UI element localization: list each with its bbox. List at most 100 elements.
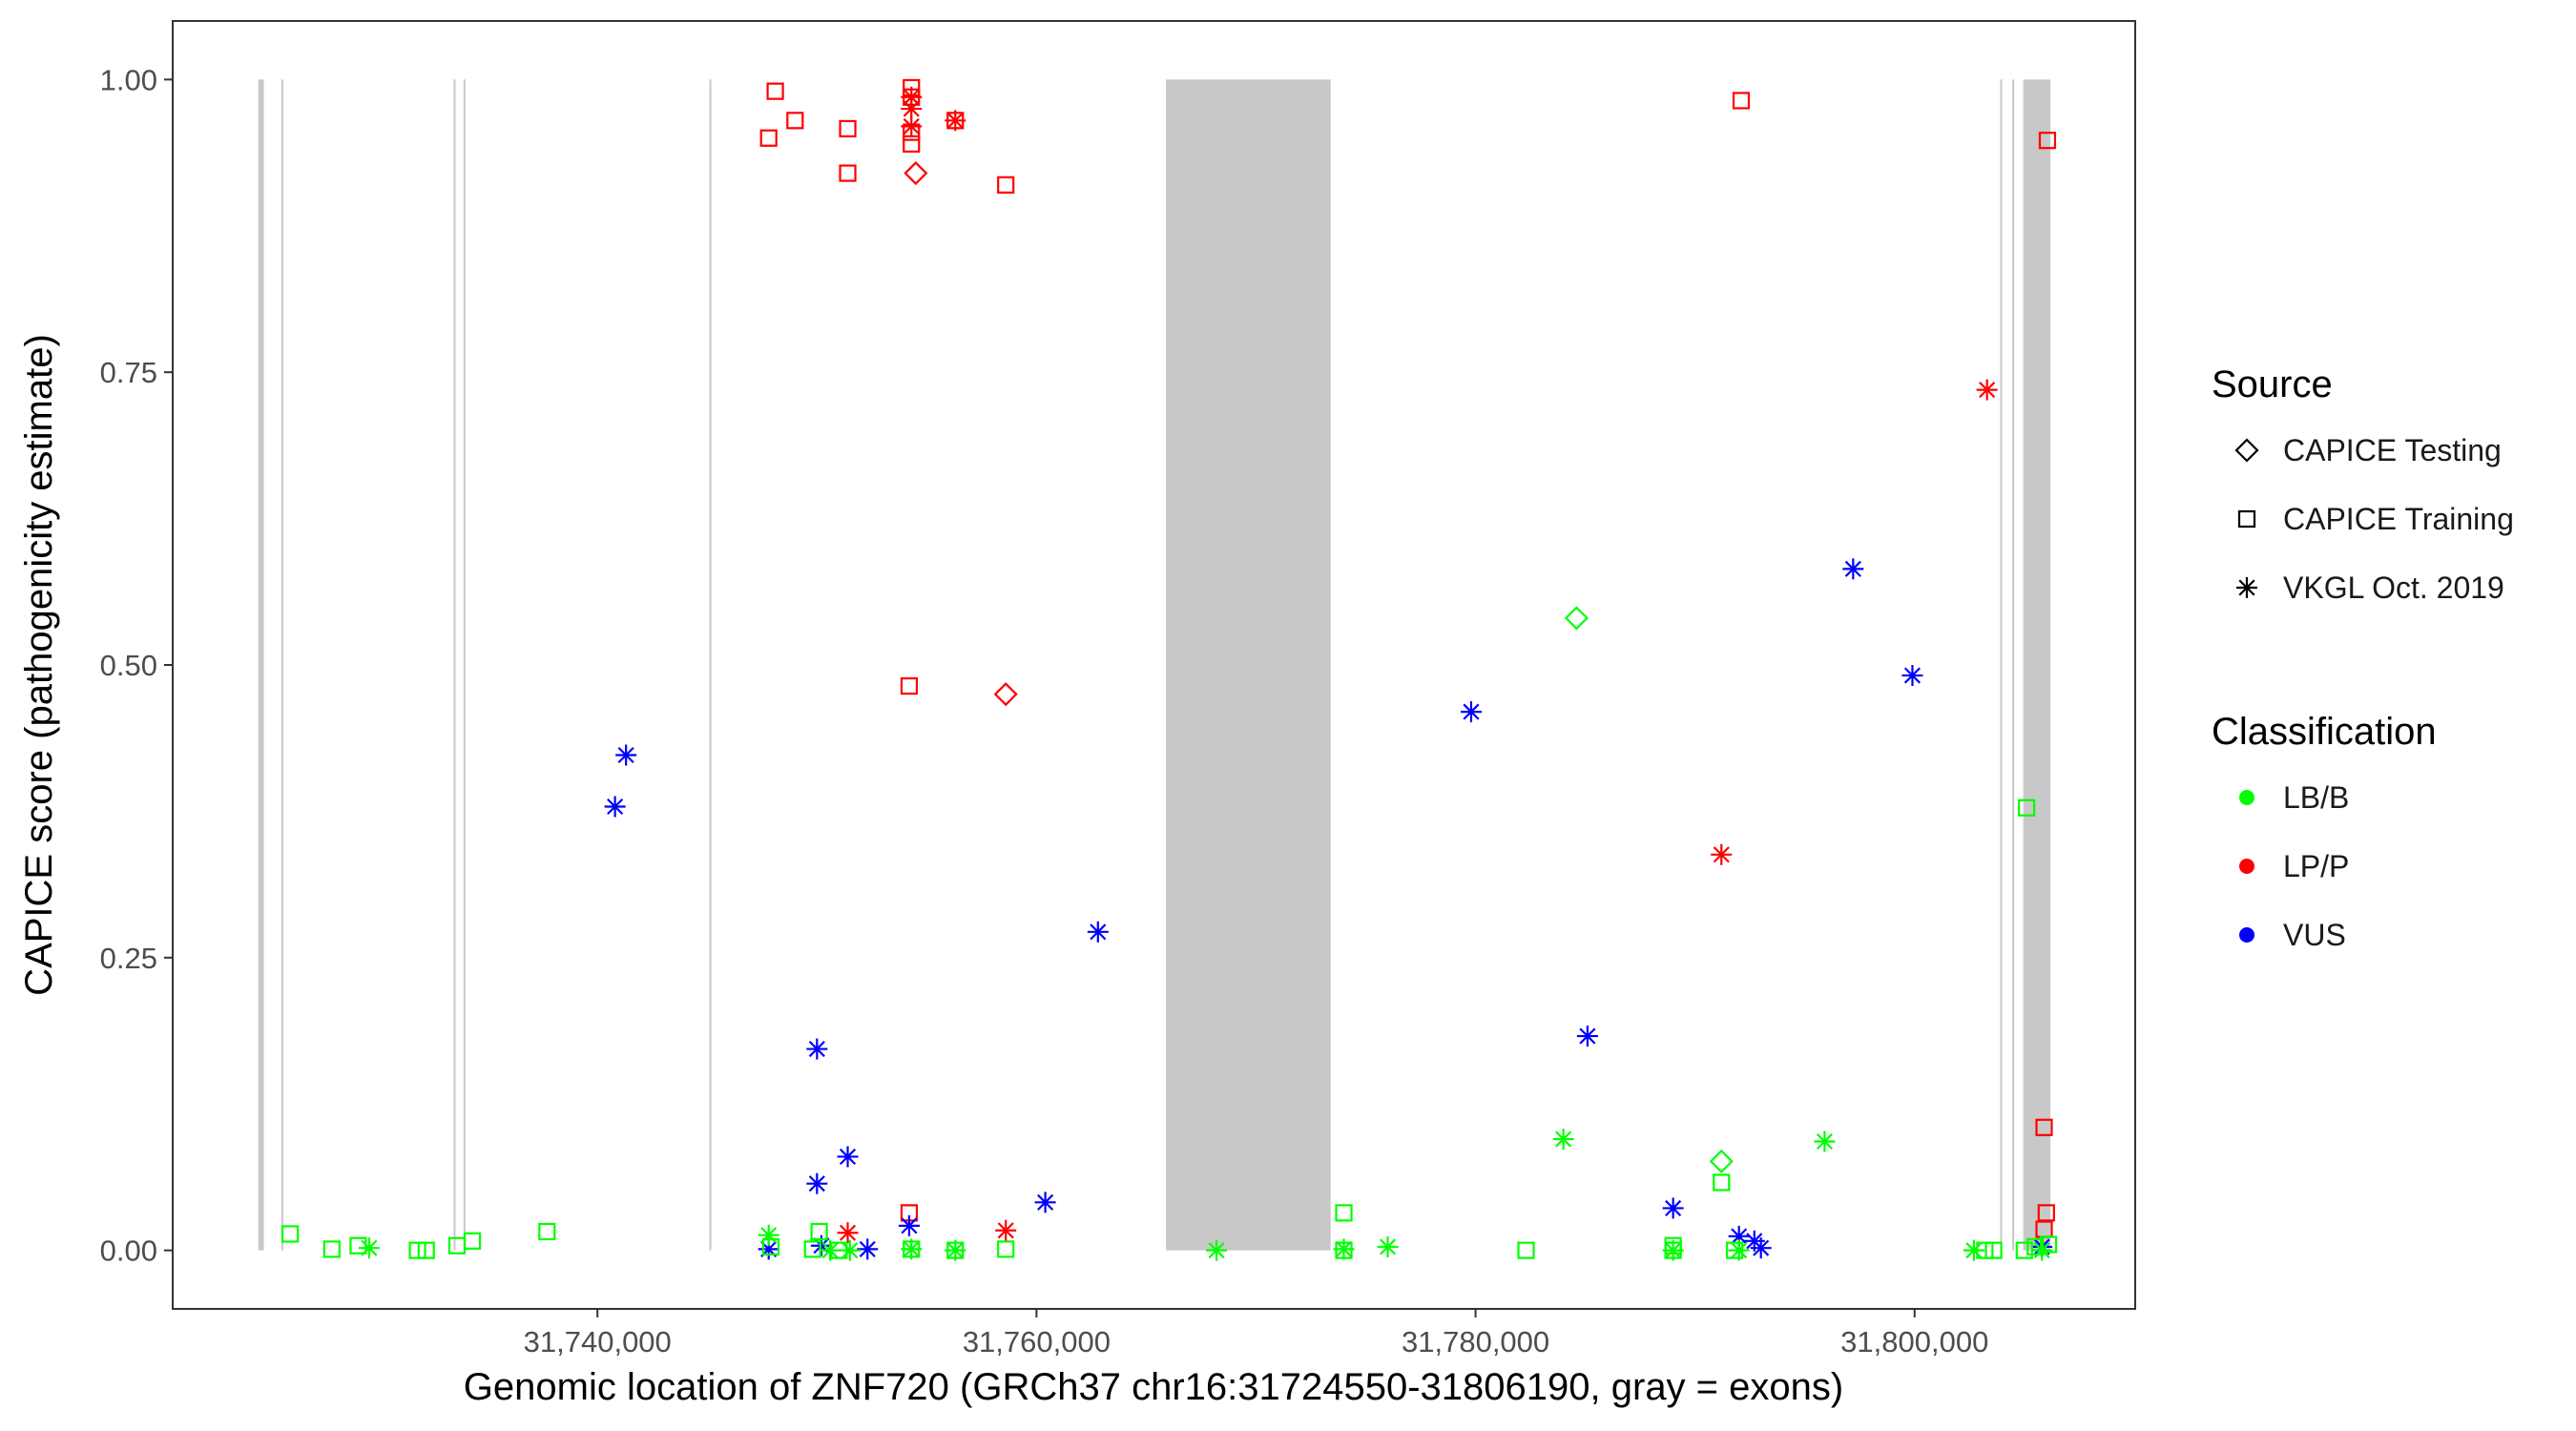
y-tick-label: 0.75 (100, 356, 157, 389)
data-point-training (946, 112, 965, 130)
data-point-vkgl-stroke (617, 746, 634, 764)
data-point-vkgl-stroke (1579, 1027, 1596, 1045)
data-point-vkgl (615, 744, 637, 766)
exon-band (2023, 79, 2051, 1251)
data-point-vkgl (1814, 1130, 1836, 1152)
data-point-vkgl-stroke (808, 1175, 825, 1192)
data-point-vkgl (1087, 921, 1109, 943)
legend-key-dot-dot (2239, 859, 2254, 874)
data-point-training (408, 1241, 426, 1259)
data-point-training-square (2038, 132, 2057, 150)
data-point-training (997, 176, 1015, 194)
data-point-training-square (1976, 1241, 1994, 1259)
legend-key-asterisk (2236, 577, 2257, 598)
data-point-training-square (839, 164, 857, 182)
data-point-training (417, 1241, 435, 1259)
data-point-vkgl-stroke (1903, 667, 1922, 684)
x-tick-label: 31,780,000 (1402, 1325, 1549, 1358)
data-point-vkgl (820, 1239, 841, 1261)
data-point-training-square (1732, 92, 1751, 110)
data-point-testing-diamond (904, 160, 928, 186)
data-point-training-square (997, 176, 1015, 194)
legend-class-label: VUS (2283, 918, 2346, 952)
legend-class-label: LB/B (2283, 780, 2349, 815)
data-point-testing-diamond (1564, 606, 1589, 631)
data-point-testing-diamond (993, 682, 1018, 707)
y-tick-label: 0.25 (100, 942, 157, 975)
data-points (280, 78, 2058, 1261)
data-point-training (839, 119, 857, 138)
data-point-vkgl (806, 1038, 828, 1060)
legend-source-entries: CAPICE Testing CAPICE Training VKGL Oct. 2… (2234, 433, 2514, 605)
data-point-vkgl (806, 1172, 828, 1194)
legend-key-dot-dot (2239, 790, 2254, 805)
data-point-vkgl (1552, 1129, 1574, 1151)
data-point-training (538, 1222, 556, 1241)
data-point-testing (1564, 606, 1589, 631)
data-point-training-square (946, 112, 965, 130)
data-point-training (761, 1237, 780, 1256)
data-point-vkgl-stroke (361, 1239, 378, 1256)
data-point-training-square (280, 1225, 300, 1243)
data-point-vkgl-stroke (839, 1224, 857, 1241)
legend-source-label: VKGL Oct. 2019 (2283, 570, 2504, 605)
data-point-training (766, 82, 784, 100)
data-point-vkgl (901, 1238, 923, 1260)
data-point-training-square (1517, 1241, 1535, 1259)
data-point-vkgl (837, 1146, 859, 1168)
data-point-training-square (997, 1240, 1015, 1258)
data-point-training-square (2035, 1118, 2053, 1136)
legend-key-diamond (2234, 438, 2259, 463)
data-point-training (1713, 1173, 1731, 1192)
data-point-vkgl (945, 1239, 966, 1261)
data-point-training-square (322, 1240, 341, 1258)
exon-band (258, 79, 264, 1251)
data-point-vkgl (1901, 665, 1923, 687)
legend-class-title: Classification (2212, 711, 2437, 753)
data-point-vkgl-stroke (607, 798, 624, 816)
data-point-vkgl (1711, 843, 1733, 865)
data-point-training-square (538, 1222, 556, 1241)
data-point-vkgl (1662, 1197, 1684, 1219)
data-point-vkgl-stroke (1665, 1242, 1682, 1259)
exon-bands (258, 79, 2051, 1251)
data-point-vkgl-stroke (1090, 923, 1107, 941)
legend-source-label: CAPICE Training (2283, 502, 2514, 536)
legend-class-label: LP/P (2283, 849, 2349, 883)
data-point-training (759, 129, 778, 147)
data-point-vkgl-stroke (1753, 1239, 1770, 1256)
data-point-vkgl-stroke (1208, 1242, 1225, 1259)
data-point-training (2035, 1118, 2053, 1136)
exon-band (2000, 79, 2003, 1251)
data-point-training (839, 164, 857, 182)
data-point-vkgl-stroke (1665, 1199, 1682, 1217)
data-point-vkgl-stroke (841, 1242, 859, 1259)
data-point-vkgl-stroke (997, 1222, 1014, 1239)
data-point-training-square (810, 1222, 828, 1241)
data-point-vkgl (1963, 1239, 1984, 1261)
data-point-training (2037, 1204, 2055, 1222)
data-point-training (1984, 1241, 2003, 1259)
data-point-training (322, 1240, 341, 1258)
y-tick-label: 0.00 (100, 1234, 157, 1268)
data-point-vkgl (358, 1237, 380, 1259)
legend-class-entries: LB/B LP/P VUS (2239, 780, 2349, 952)
data-point-vkgl (995, 1219, 1017, 1241)
data-point-vkgl (901, 98, 923, 120)
data-point-testing (1709, 1149, 1734, 1173)
data-point-training-square (803, 1240, 821, 1258)
data-point-vkgl-stroke (946, 1242, 964, 1259)
data-point-training-square (417, 1241, 435, 1259)
data-point-training-square (2040, 1235, 2058, 1254)
y-axis: 0.00 0.25 0.50 0.75 1.00 (100, 63, 173, 1268)
data-point-vkgl-stroke (901, 1217, 918, 1234)
data-point-vkgl (1750, 1237, 1772, 1259)
legend-source-label: CAPICE Testing (2283, 433, 2502, 467)
data-point-training (463, 1232, 482, 1250)
data-point-vkgl-stroke (1731, 1228, 1748, 1245)
exon-band (453, 79, 456, 1251)
data-point-vkgl (1377, 1235, 1399, 1257)
data-point-testing-diamond (1709, 1149, 1734, 1173)
exon-band (463, 79, 466, 1251)
data-point-vkgl (604, 796, 626, 818)
